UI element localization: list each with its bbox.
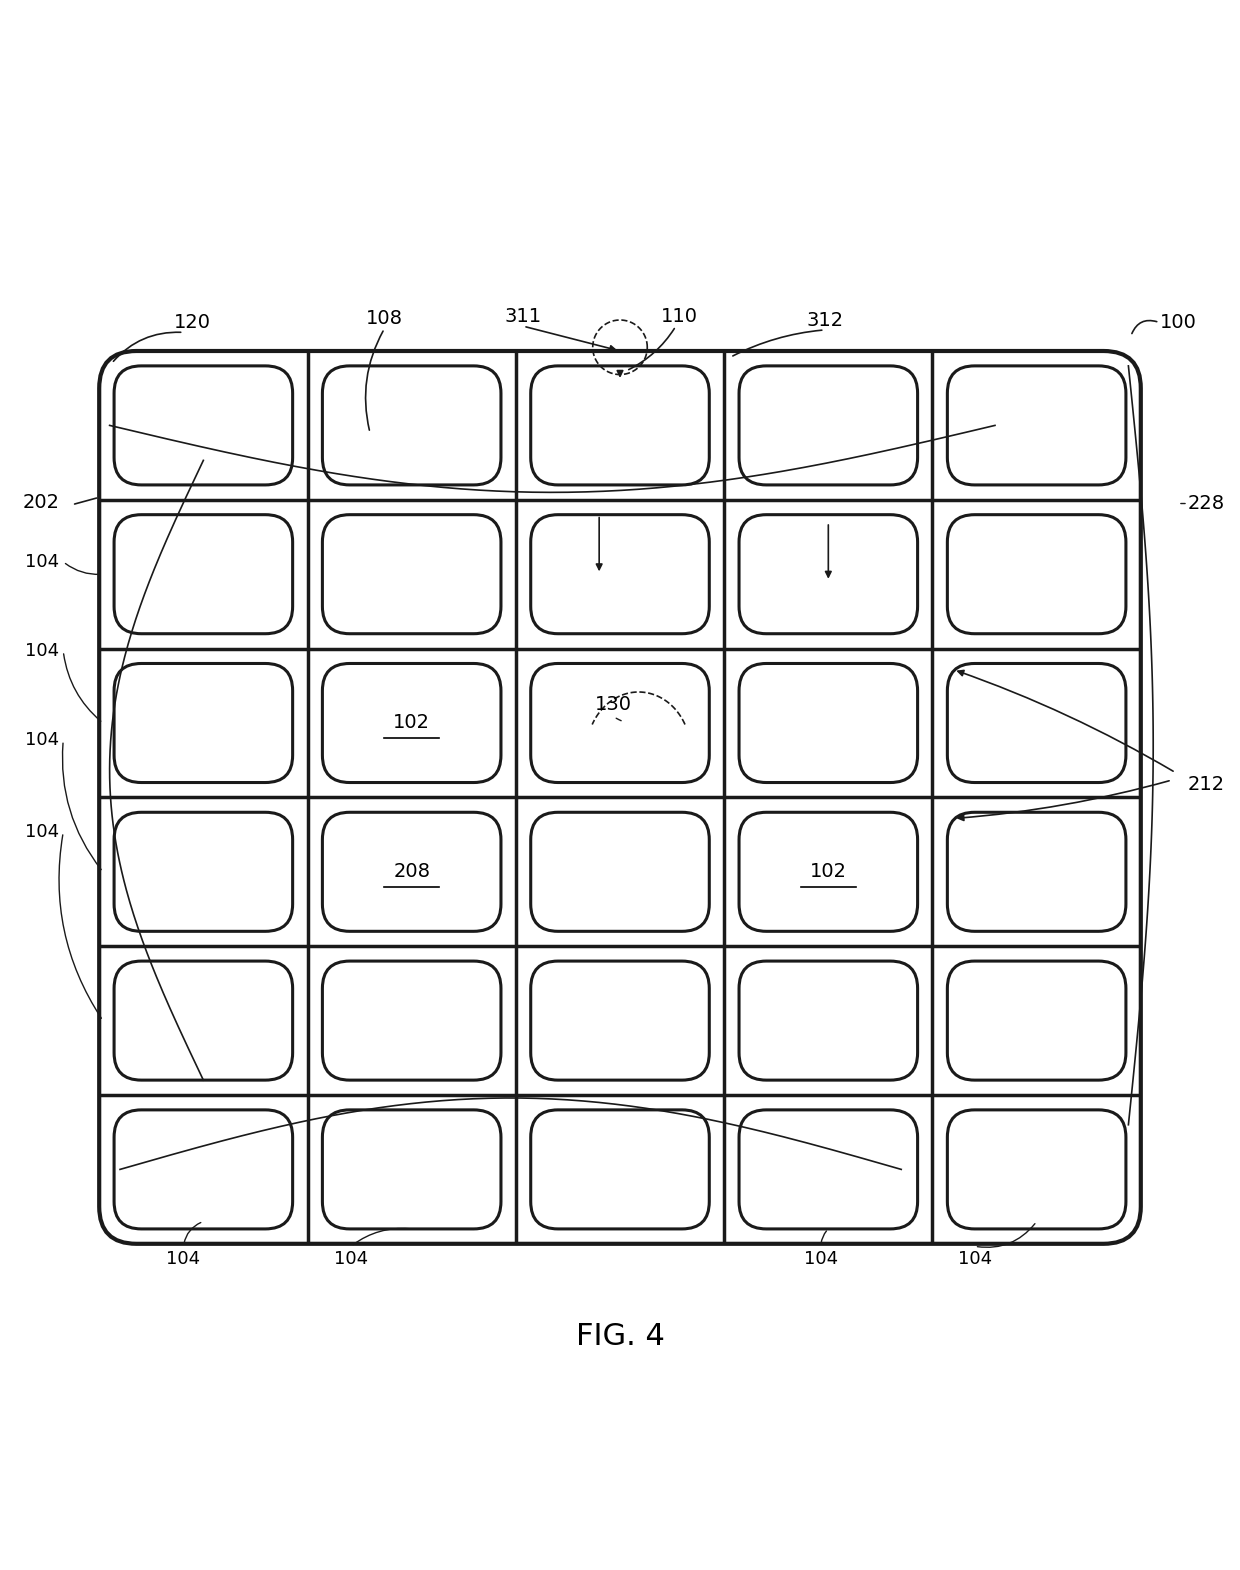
Text: 104: 104 [25, 553, 60, 571]
Text: 100: 100 [1159, 312, 1197, 331]
FancyBboxPatch shape [739, 812, 918, 931]
Text: 104: 104 [804, 1250, 838, 1267]
Text: FIG. 4: FIG. 4 [575, 1322, 665, 1352]
FancyBboxPatch shape [322, 664, 501, 782]
Text: 208: 208 [393, 862, 430, 881]
FancyBboxPatch shape [531, 812, 709, 931]
FancyBboxPatch shape [322, 961, 501, 1080]
Text: 130: 130 [595, 696, 632, 714]
FancyBboxPatch shape [739, 1110, 918, 1229]
FancyBboxPatch shape [739, 961, 918, 1080]
FancyBboxPatch shape [114, 961, 293, 1080]
Text: 212: 212 [1188, 776, 1225, 794]
FancyBboxPatch shape [947, 1110, 1126, 1229]
FancyBboxPatch shape [531, 664, 709, 782]
FancyBboxPatch shape [739, 664, 918, 782]
Text: 102: 102 [393, 713, 430, 733]
FancyBboxPatch shape [322, 1110, 501, 1229]
FancyBboxPatch shape [99, 352, 1141, 1243]
FancyBboxPatch shape [531, 1110, 709, 1229]
Text: 102: 102 [810, 862, 847, 881]
Text: 228: 228 [1188, 495, 1225, 513]
FancyBboxPatch shape [114, 812, 293, 931]
Text: 104: 104 [957, 1250, 992, 1267]
Text: 202: 202 [22, 493, 60, 512]
Text: 104: 104 [25, 732, 60, 749]
Text: 104: 104 [25, 823, 60, 842]
FancyBboxPatch shape [322, 515, 501, 634]
FancyBboxPatch shape [947, 812, 1126, 931]
FancyBboxPatch shape [947, 664, 1126, 782]
Text: 110: 110 [661, 306, 698, 327]
FancyBboxPatch shape [947, 366, 1126, 485]
FancyBboxPatch shape [114, 1110, 293, 1229]
FancyBboxPatch shape [531, 961, 709, 1080]
Text: 104: 104 [334, 1250, 368, 1267]
FancyBboxPatch shape [322, 812, 501, 931]
Text: 120: 120 [174, 312, 211, 331]
FancyBboxPatch shape [531, 366, 709, 485]
FancyBboxPatch shape [947, 961, 1126, 1080]
Text: 108: 108 [366, 309, 403, 328]
Text: 311: 311 [505, 306, 542, 327]
Text: 312: 312 [806, 311, 843, 330]
FancyBboxPatch shape [531, 515, 709, 634]
FancyBboxPatch shape [114, 515, 293, 634]
FancyBboxPatch shape [114, 664, 293, 782]
FancyBboxPatch shape [322, 366, 501, 485]
FancyBboxPatch shape [739, 366, 918, 485]
FancyBboxPatch shape [739, 515, 918, 634]
FancyBboxPatch shape [947, 515, 1126, 634]
Text: 104: 104 [25, 642, 60, 659]
Text: 104: 104 [166, 1250, 201, 1267]
FancyBboxPatch shape [114, 366, 293, 485]
